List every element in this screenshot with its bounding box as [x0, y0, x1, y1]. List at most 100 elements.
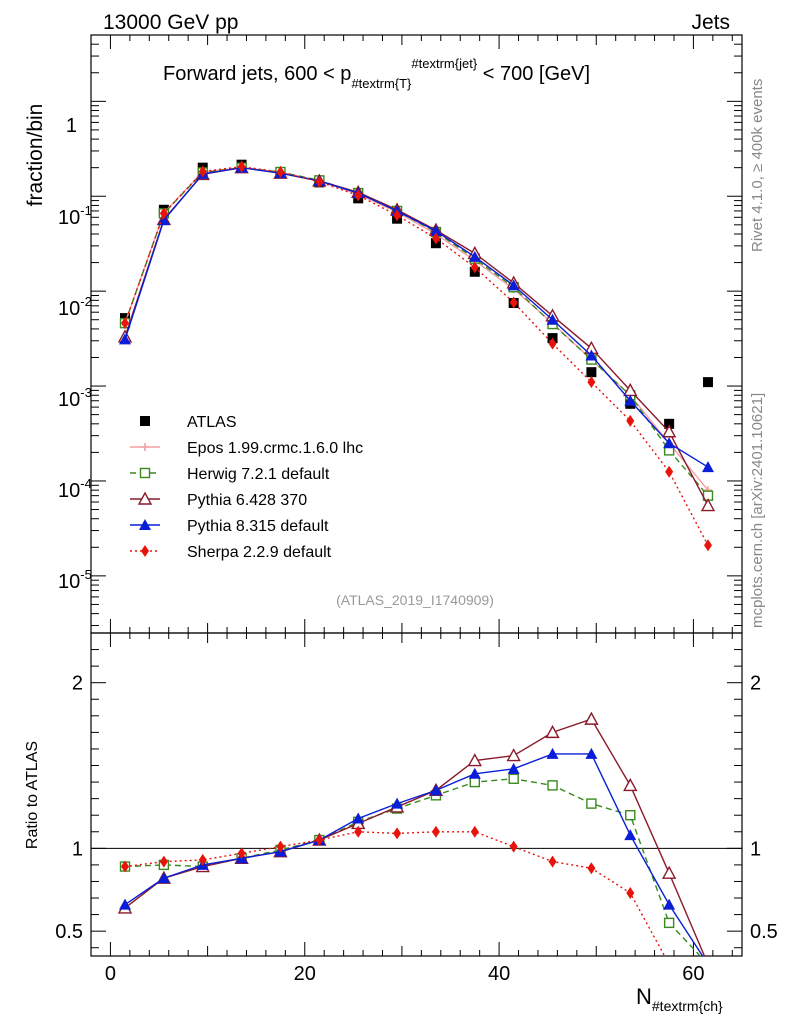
main-point-pythia-8-315-default [507, 279, 520, 291]
ratio-point-sherpa-2-2-9-default [470, 825, 479, 838]
y-tick-label-1: 1 [66, 115, 77, 137]
ratio-y-tick-label-left: 1 [72, 838, 83, 860]
ratio-y-tick-label-left: 2 [72, 673, 83, 695]
rivet-version-label: Rivet 4.1.0, ≥ 400k events [749, 79, 766, 252]
ratio-point-sherpa-2-2-9-default [665, 958, 673, 970]
ratio-point-pythia-8-315-default [546, 747, 559, 759]
legend-label-herwig-7-2-1-default: Herwig 7.2.1 default [187, 466, 330, 483]
ratio-point-sherpa-2-2-9-default [354, 825, 363, 838]
ratio-series-line-herwig-7-2-1-default [124, 778, 702, 956]
x-tick-label: 60 [682, 963, 704, 985]
ratio-series-line-pythia-6-428-370 [124, 718, 706, 956]
ratio-point-pythia-8-315-default [663, 898, 676, 910]
ratio-point-herwig-7-2-1-default [508, 773, 519, 784]
main-point-sherpa-2-2-9-default [703, 539, 712, 552]
x-tick-label: 40 [488, 963, 510, 985]
main-point-sherpa-2-2-9-default [587, 376, 596, 389]
ratio-point-sherpa-2-2-9-default [237, 847, 246, 860]
analysis-tag: (ATLAS_2019_I1740909) [336, 592, 494, 608]
legend-marker-atlas [140, 416, 150, 426]
ratio-point-sherpa-2-2-9-default [159, 855, 168, 868]
main-y-axis-label: fraction/bin [24, 104, 47, 207]
main-point-sherpa-2-2-9-default [665, 465, 674, 478]
main-point-sherpa-2-2-9-default [431, 232, 440, 245]
ratio-point-pythia-6-428-370 [506, 748, 521, 762]
y-tick-label-1e-5: 10-5 [58, 567, 92, 593]
legend-marker-pythia-8-315-default [139, 519, 151, 530]
legend-label-atlas: ATLAS [187, 414, 237, 431]
main-point-pythia-8-315-default [119, 333, 132, 345]
main-point-pythia-8-315-default [585, 349, 598, 361]
main-point-pythia-8-315-default [624, 394, 637, 406]
header-process-label: Jets [691, 11, 730, 34]
ratio-point-pythia-8-315-default [157, 872, 170, 884]
ratio-y-tick-label-left: 0.5 [55, 921, 83, 943]
y-tick-label-1e-3: 10-3 [58, 385, 92, 411]
ratio-point-pythia-6-428-370 [661, 865, 677, 879]
main-point-atlas [664, 418, 675, 429]
ratio-y-tick-label-right: 0.5 [750, 921, 778, 943]
ratio-point-sherpa-2-2-9-default [509, 840, 518, 853]
ratio-point-pythia-6-428-370 [584, 711, 599, 725]
main-point-pythia-8-315-default [429, 225, 442, 237]
ratio-point-herwig-7-2-1-default [469, 776, 480, 788]
main-point-sherpa-2-2-9-default [121, 317, 130, 330]
ratio-point-sherpa-2-2-9-default [431, 825, 440, 838]
ratio-series-group [117, 711, 712, 970]
ratio-point-pythia-8-315-default [507, 762, 520, 774]
main-point-pythia-8-315-default [546, 313, 559, 325]
legend-label-pythia-8-315-default: Pythia 8.315 default [187, 518, 329, 535]
y-tick-label-1e-1: 10-1 [58, 203, 92, 229]
ratio-y-axis-label: Ratio to ATLAS [24, 741, 41, 849]
x-tick-label: 20 [294, 963, 316, 985]
ratio-point-pythia-8-315-default [352, 812, 365, 824]
ratio-point-pythia-8-315-default [624, 829, 637, 841]
x-tick-label: 0 [105, 963, 116, 985]
ratio-point-pythia-6-428-370 [545, 724, 560, 739]
main-point-pythia-8-315-default [468, 250, 481, 262]
ratio-point-pythia-6-428-370 [467, 753, 482, 767]
ratio-point-sherpa-2-2-9-default [587, 862, 596, 875]
ratio-point-sherpa-2-2-9-default [276, 840, 285, 853]
ratio-point-sherpa-2-2-9-default [121, 860, 130, 873]
ratio-point-pythia-8-315-default [391, 797, 404, 809]
mcplots-url-label: mcplots.cern.ch [arXiv:2401.10621] [749, 393, 766, 628]
ratio-point-pythia-8-315-default [429, 784, 442, 796]
ratio-y-tick-label-right: 1 [750, 838, 761, 860]
ratio-plot-frame [90, 632, 743, 957]
header-energy-label: 13000 GeV pp [103, 11, 238, 34]
legend-marker-herwig-7-2-1-default [139, 467, 151, 479]
legend-marker-sherpa-2-2-9-default [141, 545, 149, 557]
ratio-point-sherpa-2-2-9-default [315, 834, 324, 847]
ratio-point-sherpa-2-2-9-default [548, 855, 557, 868]
ratio-point-herwig-7-2-1-default [586, 798, 597, 809]
main-point-pythia-6-428-370 [700, 498, 716, 512]
main-point-pythia-8-315-default [701, 461, 714, 473]
main-series-line-pythia-8-315-default [124, 166, 709, 468]
main-point-atlas [702, 377, 713, 388]
main-point-sherpa-2-2-9-default [276, 166, 285, 179]
main-point-pythia-8-315-default [663, 437, 676, 449]
legend-label-pythia-6-428-370: Pythia 6.428 370 [187, 492, 307, 509]
main-point-pythia-6-428-370 [661, 424, 677, 438]
ratio-series-line-sherpa-2-2-9-default [124, 831, 666, 956]
ratio-series-line-pythia-8-315-default [124, 753, 704, 956]
legend-label-sherpa-2-2-9-default: Sherpa 2.2.9 default [187, 544, 332, 561]
ratio-point-sherpa-2-2-9-default [704, 958, 712, 970]
main-point-sherpa-2-2-9-default [393, 209, 402, 222]
main-point-sherpa-2-2-9-default [315, 175, 324, 188]
x-axis-label: N#textrm{ch} [636, 984, 723, 1014]
ratio-point-pythia-8-315-default [468, 767, 481, 779]
main-plot-title: Forward jets, 600 < p#textrm{T}#textrm{j… [163, 56, 590, 91]
legend-marker-pythia-6-428-370 [137, 491, 153, 505]
main-point-sherpa-2-2-9-default [237, 160, 246, 173]
ratio-point-sherpa-2-2-9-default [393, 827, 402, 840]
y-tick-label-1e-4: 10-4 [58, 476, 92, 502]
legend-marker-epos-1-99-crmc-1-6-0-lhc [141, 443, 149, 451]
main-point-atlas [586, 367, 597, 378]
ratio-point-sherpa-2-2-9-default [198, 853, 207, 866]
main-point-sherpa-2-2-9-default [470, 261, 479, 274]
ratio-point-herwig-7-2-1-default [663, 917, 675, 929]
ratio-point-herwig-7-2-1-default [547, 780, 558, 791]
ratio-point-pythia-6-428-370 [623, 777, 638, 792]
